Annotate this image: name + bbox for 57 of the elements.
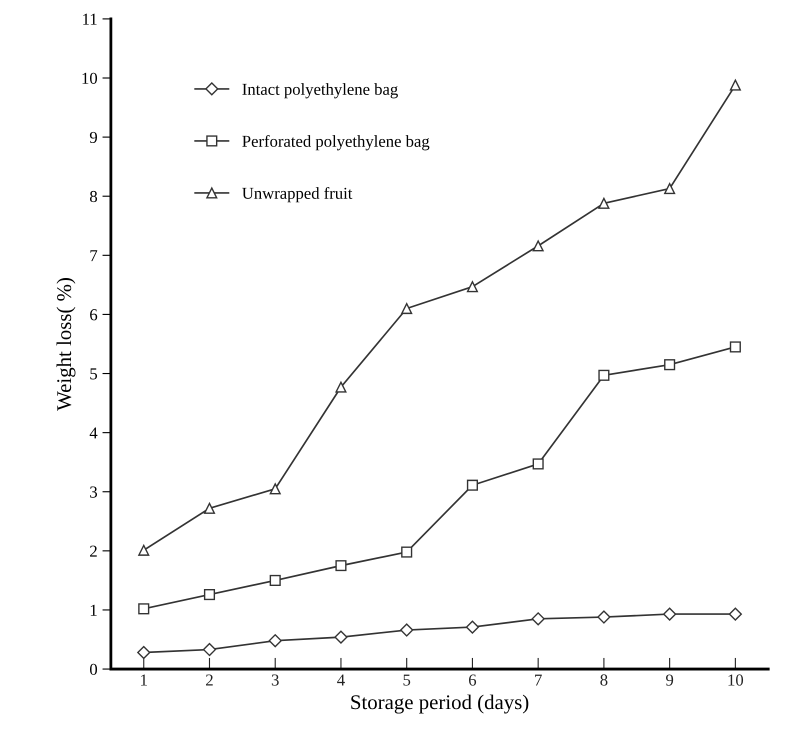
- x-tick-label: 10: [728, 674, 744, 686]
- point: [598, 370, 610, 381]
- x-tick-label: 2: [206, 674, 213, 686]
- point: [730, 341, 741, 352]
- x-tick-label: 8: [600, 674, 608, 686]
- x-tick-label: 5: [403, 674, 410, 686]
- point: [466, 620, 480, 634]
- point: [532, 240, 544, 252]
- point: [598, 198, 610, 209]
- legend-label: Perforated polyethylene bag: [242, 135, 430, 150]
- point: [532, 612, 545, 626]
- y-tick-label: 4: [90, 427, 98, 438]
- x-tick-label: 6: [468, 674, 476, 686]
- point: [335, 560, 347, 572]
- point: [466, 480, 478, 491]
- y-tick-label: 10: [82, 72, 98, 84]
- x-tick-label: 9: [666, 674, 674, 686]
- y-tick-label: 9: [90, 132, 98, 144]
- y-tick-label: 0: [90, 664, 98, 676]
- point: [270, 574, 281, 586]
- point: [335, 382, 347, 393]
- y-tick-label: 1: [90, 604, 97, 616]
- x-tick-label: 1: [141, 674, 147, 686]
- point: [401, 546, 412, 558]
- legend-label: Intact polyethylene bag: [242, 83, 398, 98]
- point: [137, 646, 150, 660]
- y-tick-label: 6: [90, 309, 98, 320]
- point: [204, 502, 216, 514]
- x-tick-label: 4: [337, 674, 345, 686]
- point: [663, 608, 676, 621]
- point: [204, 589, 216, 600]
- point: [270, 483, 281, 494]
- y-tick-label: 8: [90, 190, 98, 202]
- point: [532, 458, 544, 470]
- y-tick-label: 7: [90, 250, 98, 262]
- point: [138, 544, 150, 556]
- point: [728, 608, 742, 621]
- point: [202, 642, 216, 656]
- y-tick-label: 3: [90, 486, 98, 498]
- x-tick-label: 3: [272, 674, 279, 686]
- point: [138, 603, 150, 614]
- y-tick-label: 2: [90, 546, 97, 557]
- point: [664, 359, 676, 370]
- point: [730, 80, 741, 91]
- point: [466, 281, 478, 292]
- point: [401, 302, 412, 314]
- point: [268, 634, 282, 648]
- point: [664, 182, 676, 194]
- y-tick-label: 11: [83, 14, 97, 25]
- legend-label: Unwrapped fruit: [242, 187, 352, 202]
- x-axis-title: Storage period (days): [351, 694, 528, 714]
- point: [334, 630, 348, 644]
- point: [400, 623, 414, 637]
- x-tick-label: 7: [535, 674, 542, 686]
- point: [597, 610, 610, 624]
- y-tick-label: 5: [90, 368, 98, 380]
- y-axis-title: Weight loss( %): [56, 278, 76, 411]
